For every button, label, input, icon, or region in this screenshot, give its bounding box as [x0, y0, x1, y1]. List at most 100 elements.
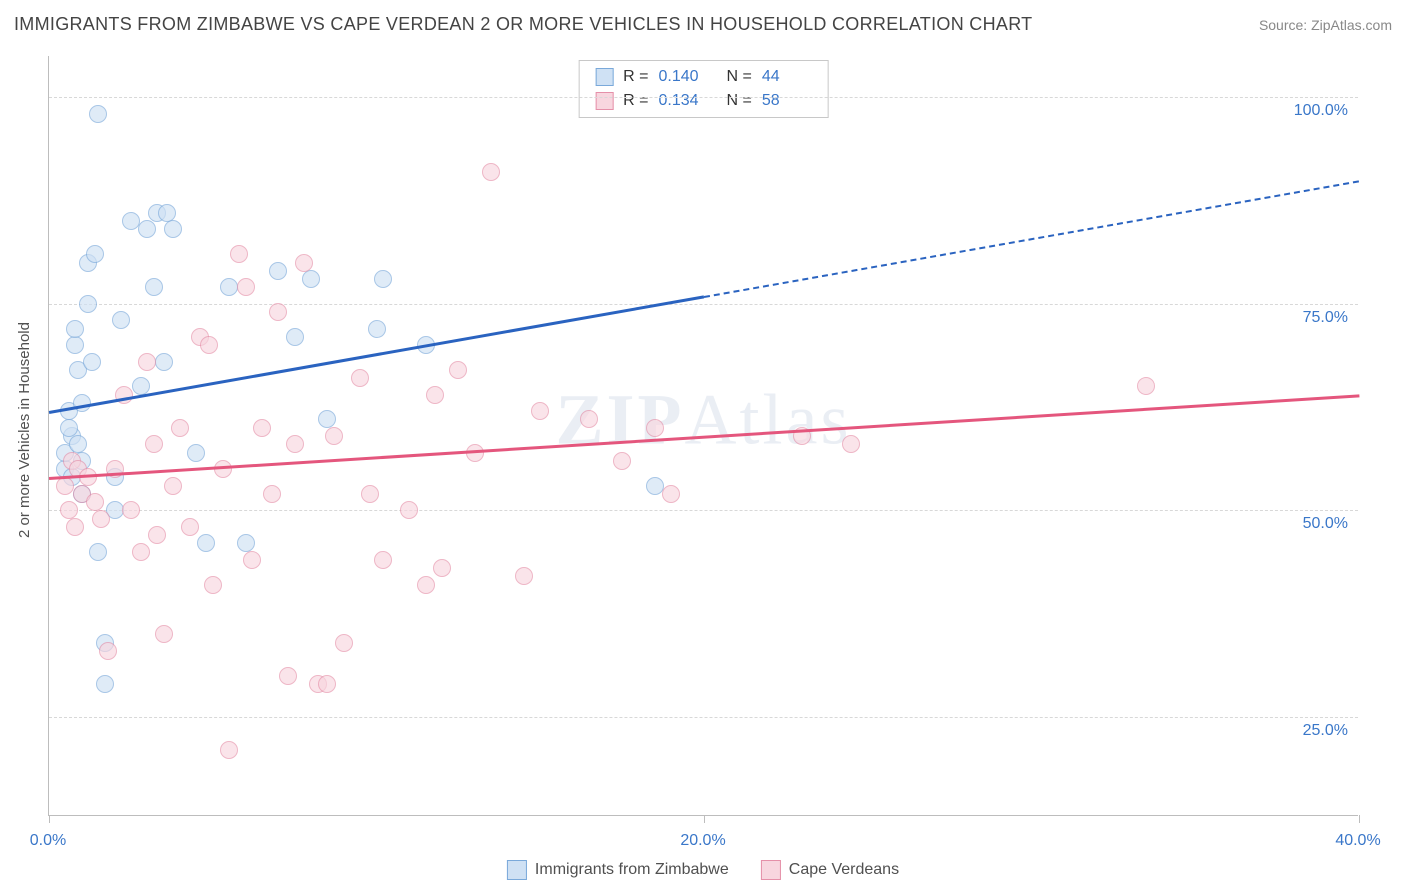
gridline-h	[49, 304, 1358, 305]
scatter-point-series-1	[263, 485, 281, 503]
scatter-point-series-0	[646, 477, 664, 495]
gridline-h	[49, 510, 1358, 511]
scatter-point-series-1	[400, 501, 418, 519]
scatter-point-series-1	[155, 625, 173, 643]
legend-label-0: Immigrants from Zimbabwe	[535, 861, 729, 879]
scatter-point-series-1	[515, 567, 533, 585]
scatter-point-series-1	[662, 485, 680, 503]
legend-swatch-0	[507, 860, 527, 880]
y-axis-label: 2 or more Vehicles in Household	[16, 322, 33, 538]
scatter-point-series-1	[145, 435, 163, 453]
source-label: Source: ZipAtlas.com	[1259, 17, 1392, 33]
scatter-point-series-1	[56, 477, 74, 495]
scatter-point-series-1	[214, 460, 232, 478]
scatter-point-series-0	[374, 270, 392, 288]
scatter-point-series-0	[269, 262, 287, 280]
scatter-point-series-0	[368, 320, 386, 338]
scatter-point-series-0	[164, 220, 182, 238]
scatter-point-series-1	[92, 510, 110, 528]
scatter-point-series-1	[220, 741, 238, 759]
scatter-point-series-1	[181, 518, 199, 536]
legend-swatch-1	[761, 860, 781, 880]
scatter-point-series-0	[66, 320, 84, 338]
scatter-point-series-1	[279, 667, 297, 685]
scatter-point-series-1	[60, 501, 78, 519]
scatter-point-series-1	[86, 493, 104, 511]
legend-label-1: Cape Verdeans	[789, 861, 899, 879]
scatter-point-series-1	[613, 452, 631, 470]
scatter-point-series-1	[325, 427, 343, 445]
scatter-point-series-1	[374, 551, 392, 569]
scatter-point-series-0	[69, 435, 87, 453]
plot-area: ZIPAtlas R = 0.140 N = 44 R = 0.134 N = …	[48, 56, 1358, 816]
scatter-point-series-0	[318, 410, 336, 428]
scatter-point-series-1	[237, 278, 255, 296]
scatter-point-series-1	[148, 526, 166, 544]
scatter-point-series-1	[580, 410, 598, 428]
scatter-point-series-1	[122, 501, 140, 519]
x-tick-label: 0.0%	[30, 832, 66, 850]
stats-row-0: R = 0.140 N = 44	[595, 65, 812, 89]
scatter-point-series-0	[83, 353, 101, 371]
scatter-point-series-1	[295, 254, 313, 272]
scatter-point-series-1	[138, 353, 156, 371]
scatter-point-series-0	[145, 278, 163, 296]
scatter-point-series-1	[164, 477, 182, 495]
scatter-point-series-0	[122, 212, 140, 230]
trend-line	[49, 395, 1359, 480]
scatter-point-series-1	[646, 419, 664, 437]
scatter-point-series-1	[531, 402, 549, 420]
scatter-point-series-0	[158, 204, 176, 222]
watermark: ZIPAtlas	[555, 379, 851, 462]
scatter-point-series-1	[426, 386, 444, 404]
scatter-point-series-0	[89, 105, 107, 123]
y-tick-label: 50.0%	[1303, 515, 1348, 533]
scatter-point-series-0	[79, 295, 97, 313]
x-tick-label: 20.0%	[680, 832, 725, 850]
scatter-point-series-0	[302, 270, 320, 288]
scatter-point-series-0	[60, 419, 78, 437]
scatter-point-series-1	[132, 543, 150, 561]
trend-line	[704, 180, 1359, 298]
scatter-point-series-0	[220, 278, 238, 296]
title-bar: IMMIGRANTS FROM ZIMBABWE VS CAPE VERDEAN…	[14, 14, 1392, 35]
scatter-point-series-1	[253, 419, 271, 437]
scatter-point-series-0	[89, 543, 107, 561]
scatter-point-series-1	[318, 675, 336, 693]
chart-title: IMMIGRANTS FROM ZIMBABWE VS CAPE VERDEAN…	[14, 14, 1032, 35]
scatter-point-series-1	[842, 435, 860, 453]
scatter-point-series-1	[433, 559, 451, 577]
y-tick-label: 75.0%	[1303, 309, 1348, 327]
stats-row-1: R = 0.134 N = 58	[595, 89, 812, 113]
stats-box: R = 0.140 N = 44 R = 0.134 N = 58	[578, 60, 829, 118]
scatter-point-series-0	[138, 220, 156, 238]
y-tick-label: 25.0%	[1303, 722, 1348, 740]
scatter-point-series-0	[86, 245, 104, 263]
scatter-point-series-0	[197, 534, 215, 552]
scatter-point-series-1	[351, 369, 369, 387]
scatter-point-series-1	[269, 303, 287, 321]
gridline-h	[49, 97, 1358, 98]
scatter-point-series-1	[99, 642, 117, 660]
scatter-point-series-1	[335, 634, 353, 652]
legend-item-0: Immigrants from Zimbabwe	[507, 860, 729, 880]
scatter-point-series-1	[171, 419, 189, 437]
x-tick	[49, 815, 50, 823]
y-tick-label: 100.0%	[1294, 102, 1348, 120]
gridline-h	[49, 717, 1358, 718]
scatter-point-series-0	[155, 353, 173, 371]
scatter-point-series-1	[1137, 377, 1155, 395]
scatter-point-series-0	[112, 311, 130, 329]
scatter-point-series-1	[230, 245, 248, 263]
scatter-point-series-1	[200, 336, 218, 354]
scatter-point-series-1	[417, 576, 435, 594]
legend-item-1: Cape Verdeans	[761, 860, 899, 880]
scatter-point-series-1	[449, 361, 467, 379]
x-tick	[1359, 815, 1360, 823]
x-tick	[704, 815, 705, 823]
scatter-point-series-1	[361, 485, 379, 503]
scatter-point-series-1	[482, 163, 500, 181]
scatter-point-series-1	[286, 435, 304, 453]
stats-swatch-1	[595, 92, 613, 110]
scatter-point-series-0	[66, 336, 84, 354]
